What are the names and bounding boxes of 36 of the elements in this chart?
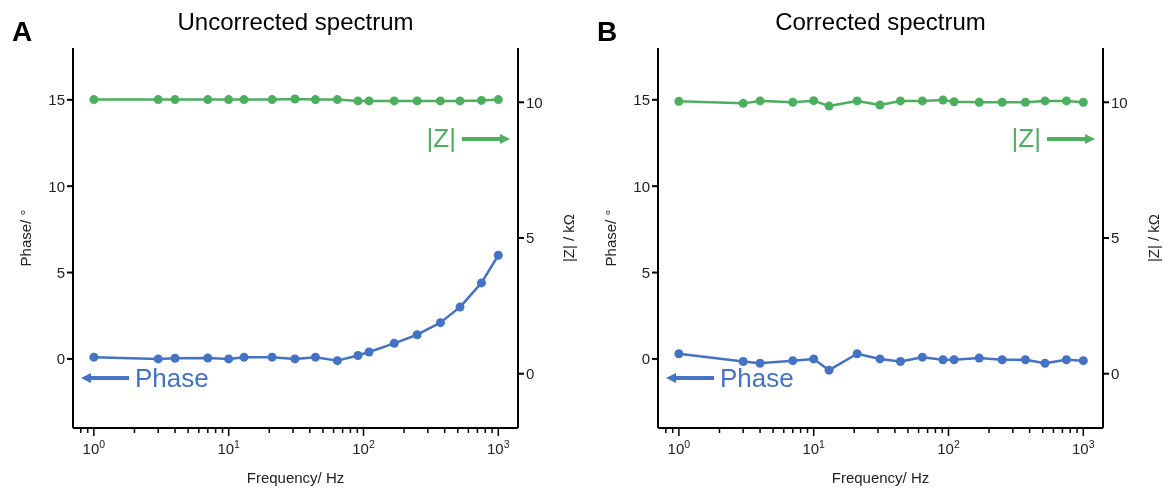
y-tick-label: 5 xyxy=(56,263,65,281)
y2-tick-label: 0 xyxy=(1111,365,1120,383)
x-tick-label: 10$^{0}$ xyxy=(82,438,106,457)
y2-tick-label: 5 xyxy=(1111,229,1120,247)
y-tick-label: 0 xyxy=(641,350,650,368)
text: B xyxy=(597,16,618,48)
chart-title: Corrected spectrum xyxy=(774,8,987,36)
legend-label: Phase xyxy=(135,362,209,394)
x-tick-label: 10$^{3}$ xyxy=(487,438,510,457)
x-tick-label: 10$^{0}$ xyxy=(667,438,691,457)
y-axis-title: Phase/ ° xyxy=(17,209,35,267)
y2-axis-title: |Z| / kΩ xyxy=(560,213,578,263)
y-tick-label: 15 xyxy=(48,91,65,109)
series-label: |Z| xyxy=(1011,123,1041,155)
legend-label: Phase xyxy=(720,362,794,394)
x-tick-label: 10$^{1}$ xyxy=(217,438,241,457)
y2-tick-label: 10 xyxy=(526,93,543,111)
y-tick-label: 5 xyxy=(641,263,650,281)
chart-title: Uncorrected spectrum xyxy=(176,8,415,36)
x-tick-label: 10$^{2}$ xyxy=(937,438,960,457)
y2-tick-label: 10 xyxy=(1111,93,1128,111)
y-tick-label: 10 xyxy=(633,177,650,195)
y2-tick-label: 5 xyxy=(526,229,535,247)
y-tick-label: 0 xyxy=(56,350,65,368)
series-label: |Z| xyxy=(426,123,456,155)
y-axis-title: Phase/ ° xyxy=(602,209,620,267)
x-tick-label: 10$^{2}$ xyxy=(352,438,375,457)
x-tick-label: 10$^{1}$ xyxy=(802,438,826,457)
y2-tick-label: 0 xyxy=(526,365,535,383)
text: A xyxy=(12,16,33,48)
y-tick-label: 10 xyxy=(48,177,65,195)
y-tick-label: 15 xyxy=(633,91,650,109)
x-axis-title: Frequency/ Hz xyxy=(246,469,345,486)
x-axis-title: Frequency/ Hz xyxy=(831,469,930,486)
y2-axis-title: |Z| / kΩ xyxy=(1145,213,1163,263)
x-tick-label: 10$^{3}$ xyxy=(1072,438,1095,457)
